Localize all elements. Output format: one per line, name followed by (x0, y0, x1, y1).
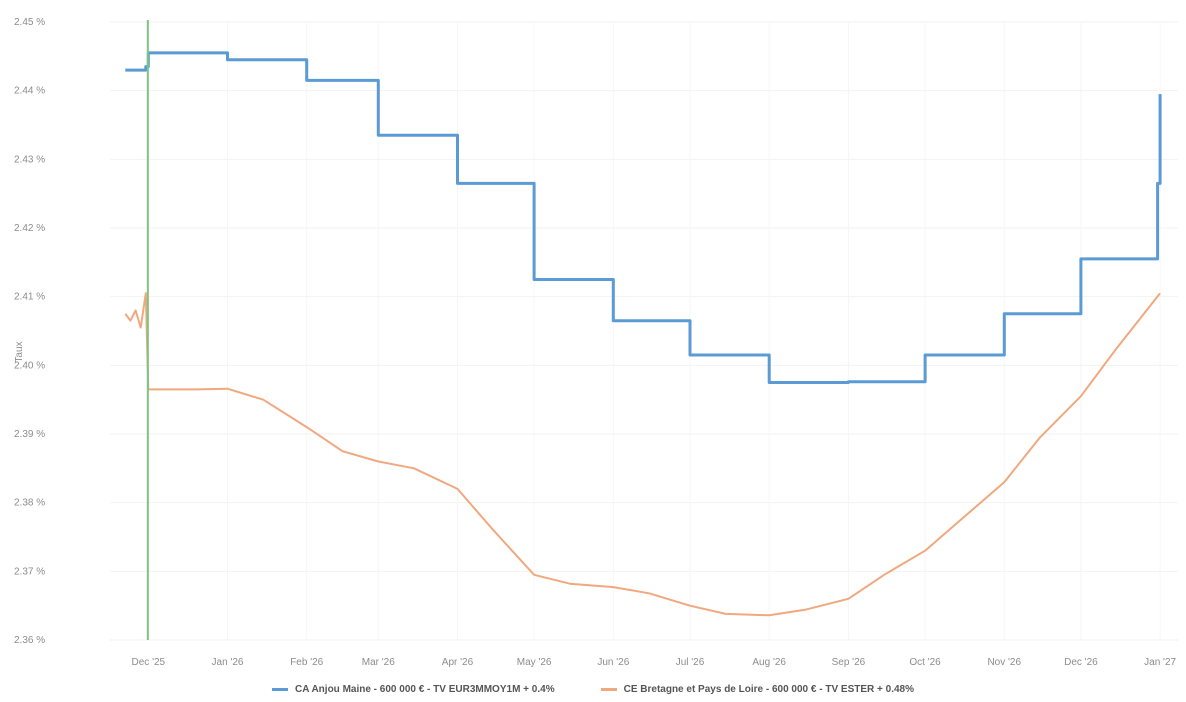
y-tick-label: 2.44 % (14, 86, 45, 97)
y-tick-label: 2.45 % (14, 17, 45, 28)
y-tick-label: 2.42 % (14, 223, 45, 234)
y-axis-title: Taux (14, 341, 25, 362)
legend-swatch-blue (271, 688, 288, 691)
legend-label: CA Anjou Maine - 600 000 € - TV EUR3MMOY… (294, 684, 555, 695)
y-tick-label: 2.41 % (14, 292, 45, 303)
y-tick-label: 2.36 % (14, 635, 45, 646)
grid (110, 21, 1178, 641)
legend-item-ce-bretagne[interactable]: CE Bretagne et Pays de Loire - 600 000 €… (600, 684, 914, 695)
x-tick-label: Dec '25 (132, 657, 166, 668)
x-tick-label: Oct '26 (909, 657, 941, 668)
x-tick-label: Jan '26 (212, 657, 244, 668)
x-tick-label: Nov '26 (987, 657, 1021, 668)
series-line-ca-anjou-maine[interactable] (125, 51, 1162, 384)
series-line-ce-bretagne[interactable] (124, 292, 1161, 617)
x-tick-label: Feb '26 (290, 657, 323, 668)
x-tick-label: Jun '26 (597, 657, 629, 668)
y-axis-ticks: 2.36 % 2.37 % 2.38 % 2.39 % 2.40 % 2.41 % 2.42… (14, 17, 45, 646)
x-tick-label: Sep '26 (832, 657, 866, 668)
y-tick-label: 2.38 % (14, 498, 45, 509)
x-tick-label: Mar '26 (362, 657, 395, 668)
legend-item-ca-anjou-maine[interactable]: CA Anjou Maine - 600 000 € - TV EUR3MMOY… (271, 684, 555, 695)
legend: CA Anjou Maine - 600 000 € - TV EUR3MMOY… (0, 684, 1186, 695)
x-tick-label: Jan '27 (1144, 657, 1176, 668)
x-tick-label: Jul '26 (676, 657, 705, 668)
legend-swatch-orange (600, 688, 617, 691)
y-tick-label: 2.43 % (14, 154, 45, 165)
x-tick-label: Dec '26 (1064, 657, 1098, 668)
y-tick-label: 2.37 % (14, 566, 45, 577)
legend-label: CE Bretagne et Pays de Loire - 600 000 €… (623, 684, 914, 695)
x-tick-label: Aug '26 (752, 657, 786, 668)
x-tick-label: Apr '26 (442, 657, 474, 668)
y-tick-label: 2.40 % (14, 360, 45, 371)
x-axis-ticks: Dec '25 Jan '26 Feb '26 Mar '26 Apr '26 May '… (132, 657, 1177, 668)
series-layer (124, 51, 1162, 617)
x-tick-label: May '26 (517, 657, 552, 668)
y-tick-label: 2.39 % (14, 429, 45, 440)
line-chart: 2.36 % 2.37 % 2.38 % 2.39 % 2.40 % 2.41 % 2.42… (14, 17, 1178, 668)
